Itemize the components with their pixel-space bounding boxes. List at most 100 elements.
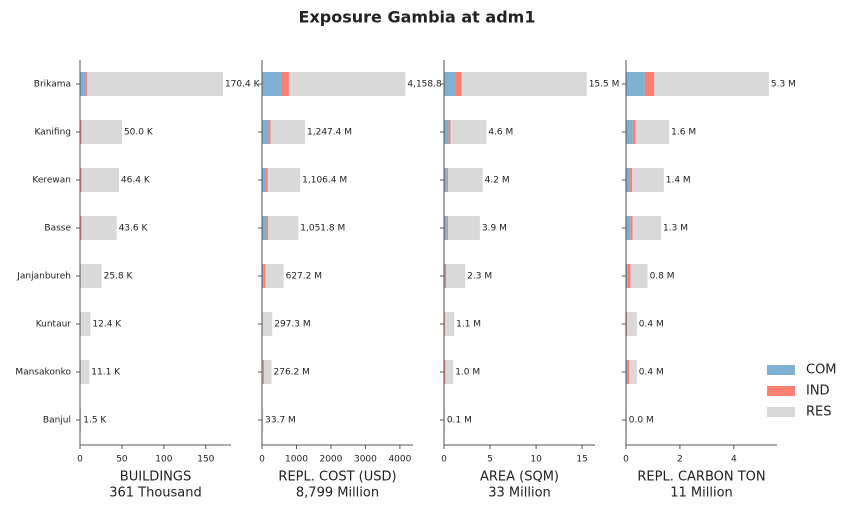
category-label: Janjanbureh [16, 272, 71, 282]
bar-segment [626, 360, 628, 384]
bar-segment [85, 72, 88, 96]
bar-segment [80, 120, 82, 144]
total-label: 1.1 M [456, 320, 481, 330]
x-axis-subtitle: 11 Million [670, 486, 733, 501]
bar-segment [446, 216, 449, 240]
bar-segment [262, 408, 264, 432]
bar-segment [444, 264, 447, 288]
bar-segment [626, 72, 645, 96]
x-axis-label: BUILDINGS [120, 470, 191, 485]
total-label: 3.9 M [482, 224, 507, 234]
total-label: 627.2 M [286, 272, 322, 282]
x-tick-label: 0 [623, 455, 629, 465]
x-tick-label: 5 [487, 455, 493, 465]
bar-segment [87, 72, 223, 96]
x-tick-label: 2 [677, 455, 683, 465]
bar-segment [288, 72, 406, 96]
bar-segment [81, 216, 117, 240]
bar-segment [262, 72, 281, 96]
legend-label: IND [806, 384, 830, 399]
total-label: 4.2 M [485, 176, 510, 186]
bar-segment [654, 72, 769, 96]
bar-segment [444, 120, 449, 144]
bar-segment [632, 216, 662, 240]
x-tick-label: 50 [116, 455, 128, 465]
bar-segment [444, 216, 447, 240]
bar-segment [444, 168, 447, 192]
total-label: 1.3 M [663, 224, 688, 234]
total-label: 1.6 M [671, 128, 696, 138]
bar-segment [80, 216, 82, 240]
bar-segment [262, 120, 269, 144]
bar-segment [627, 264, 631, 288]
total-label: 25.8 K [104, 272, 134, 282]
bar-segment [630, 264, 648, 288]
bar-segment [644, 72, 655, 96]
category-label: Kuntaur [36, 320, 72, 330]
total-label: 297.3 M [274, 320, 310, 330]
total-label: 1,247.4 M [307, 128, 352, 138]
x-tick-label: 2000 [319, 455, 342, 465]
bar-segment [80, 312, 91, 336]
chart-title: Exposure Gambia at adm1 [299, 8, 536, 27]
bar-segment [626, 312, 628, 336]
bar-segment [263, 264, 266, 288]
bar-segment [265, 264, 284, 288]
category-label: Brikama [34, 80, 71, 90]
total-label: 11.1 K [91, 368, 121, 378]
bar-segment [630, 216, 633, 240]
x-axis-subtitle: 361 Thousand [109, 486, 202, 501]
total-label: 46.4 K [121, 176, 151, 186]
bar-segment [270, 120, 306, 144]
x-tick-label: 4000 [388, 455, 411, 465]
bar-segment [627, 360, 630, 384]
bar-segment [280, 72, 289, 96]
bar-segment [448, 168, 483, 192]
total-label: 1.0 M [455, 368, 480, 378]
x-tick-label: 100 [155, 455, 172, 465]
bar-segment [80, 408, 82, 432]
total-label: 0.4 M [639, 368, 664, 378]
bar-segment [262, 168, 267, 192]
bar-segment [80, 72, 86, 96]
bar-segment [626, 216, 631, 240]
bar-segment [448, 216, 480, 240]
total-label: 170.4 K [225, 80, 261, 90]
x-tick-label: 1000 [285, 455, 308, 465]
bar-segment [626, 120, 633, 144]
bar-segment [446, 264, 466, 288]
total-label: 12.4 K [92, 320, 122, 330]
total-label: 4.6 M [488, 128, 513, 138]
bar-segment [444, 312, 455, 336]
total-label: 2.3 M [467, 272, 492, 282]
bar-segment [455, 72, 462, 96]
total-label: 4,158.8 M [407, 80, 452, 90]
x-tick-label: 150 [197, 455, 214, 465]
total-label: 276.2 M [274, 368, 310, 378]
bar-segment [630, 168, 633, 192]
total-label: 15.5 M [589, 80, 620, 90]
category-label: Basse [44, 224, 71, 234]
bar-segment [262, 264, 264, 288]
total-label: 0.8 M [650, 272, 675, 282]
x-tick-label: 0 [77, 455, 83, 465]
x-axis-subtitle: 33 Million [488, 486, 551, 501]
bar-segment [80, 168, 82, 192]
bar-segment [80, 360, 90, 384]
total-label: 0.1 M [447, 416, 472, 426]
bar-segment [635, 120, 670, 144]
total-label: 33.7 M [265, 416, 296, 426]
bar-segment [266, 168, 268, 192]
total-label: 1,106.4 M [302, 176, 347, 186]
total-label: 1.5 K [83, 416, 107, 426]
x-tick-label: 15 [576, 455, 587, 465]
total-label: 50.0 K [124, 128, 154, 138]
bar-segment [267, 168, 301, 192]
x-axis-subtitle: 8,799 Million [296, 486, 379, 501]
category-label: Banjul [43, 416, 71, 426]
x-tick-label: 0 [259, 455, 265, 465]
bar-segment [444, 360, 446, 384]
x-tick-label: 0 [441, 455, 447, 465]
bar-segment [446, 168, 449, 192]
